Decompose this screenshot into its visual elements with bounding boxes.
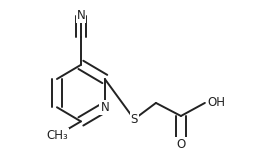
Text: O: O bbox=[176, 138, 186, 151]
Text: OH: OH bbox=[207, 96, 225, 109]
Text: S: S bbox=[130, 113, 138, 126]
Text: N: N bbox=[100, 101, 109, 114]
Text: N: N bbox=[77, 9, 85, 22]
Text: CH₃: CH₃ bbox=[46, 129, 68, 142]
